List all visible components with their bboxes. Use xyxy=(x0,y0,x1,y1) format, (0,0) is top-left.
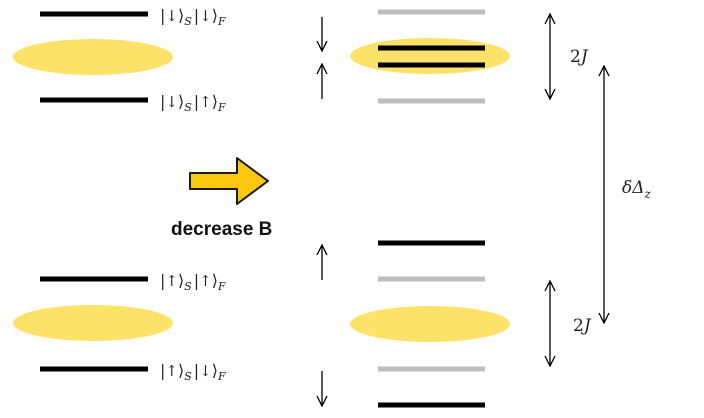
left-level-group: |↓⟩S |↓⟩F |↓⟩S |↑⟩F |↑⟩S |↑⟩F |↑⟩S |↓⟩F xyxy=(13,6,226,383)
right-level-group xyxy=(350,9,510,408)
splitting-label-bottom: 2J xyxy=(573,316,592,336)
right-top-ellipse xyxy=(350,38,510,74)
left-top-ellipse xyxy=(13,39,173,75)
state-label-up-down: |↑⟩S |↓⟩F xyxy=(160,361,226,383)
left-bottom-ellipse xyxy=(13,305,173,341)
big-right-arrow xyxy=(189,157,269,205)
splitting-label-top: 2J xyxy=(570,47,589,67)
decrease-b-label: decrease B xyxy=(171,219,272,240)
right-bottom-ellipse xyxy=(350,306,510,342)
offset-label: δΔz xyxy=(622,178,652,201)
state-label-down-down: |↓⟩S |↓⟩F xyxy=(160,6,226,28)
state-label-down-up: |↓⟩S |↑⟩F xyxy=(160,92,226,114)
state-label-up-up: |↑⟩S |↑⟩F xyxy=(160,271,226,293)
splitting-annotations: 2J δΔz 2J xyxy=(550,14,652,366)
transition-group: decrease B xyxy=(171,17,322,406)
